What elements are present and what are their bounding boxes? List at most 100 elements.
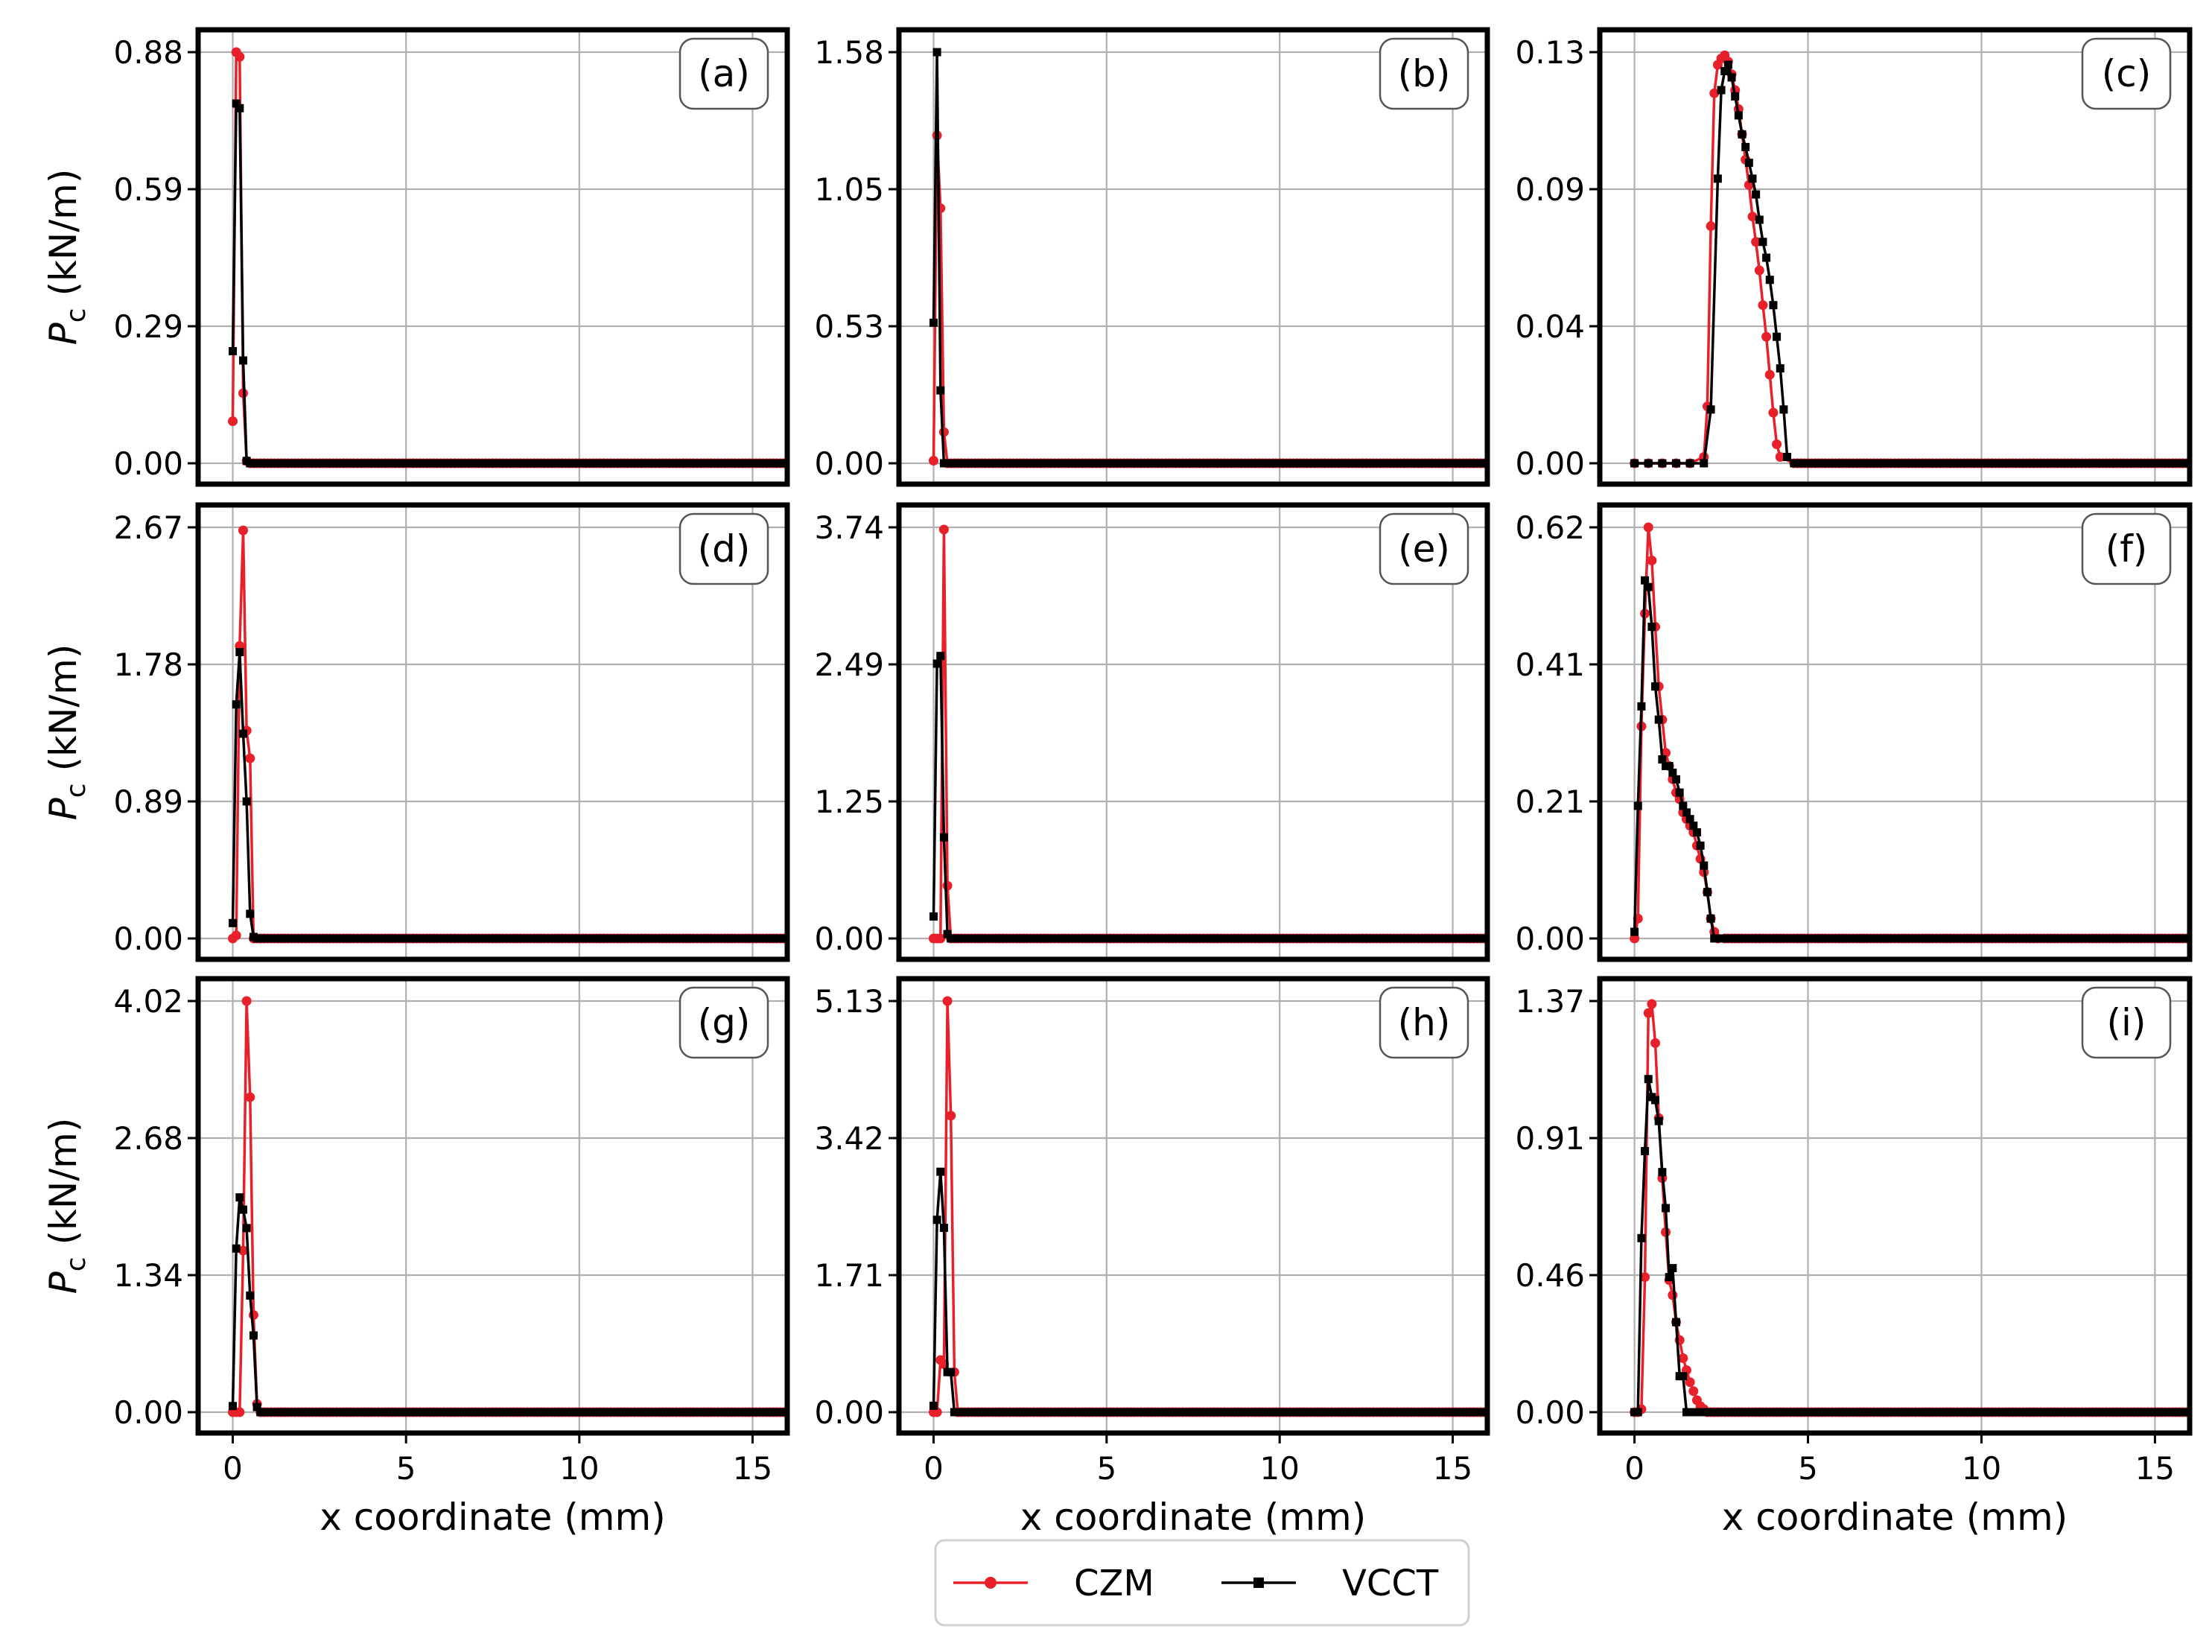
data-point-vcct [246, 1291, 255, 1300]
data-point-vcct [1630, 459, 1639, 468]
x-tick-label: 0 [1624, 1450, 1644, 1487]
data-point-vcct [252, 1402, 261, 1411]
data-point-czm [938, 524, 949, 535]
series-line-vcct [932, 1172, 1487, 1414]
series-line-czm [232, 530, 787, 940]
panel-c: 0.00 0.04 0.09 0.13 (c) [1515, 27, 2193, 487]
series-line-vcct [231, 1197, 787, 1414]
panel-b: 0.00 0.53 1.05 1.58 (b) [814, 27, 1490, 487]
data-point-czm [942, 880, 953, 891]
data-point-vcct [1685, 815, 1694, 824]
data-point-czm [928, 456, 938, 466]
data-point-vcct [1644, 459, 1653, 468]
y-axis-label: Pc (kN/m) [42, 169, 92, 346]
y-tick-label: 0.00 [113, 1394, 183, 1431]
data-point-vcct [1720, 66, 1729, 75]
series-vcct [929, 1167, 1487, 1417]
series-group [928, 524, 1487, 944]
series-group [1630, 999, 2190, 1417]
data-point-czm [1643, 1008, 1653, 1018]
panel-f: 0.00 0.21 0.41 0.62 (f) [1515, 502, 2193, 962]
data-point-vcct [1738, 130, 1747, 139]
data-point-vcct [242, 1224, 251, 1233]
y-tick-label: 0.09 [1515, 171, 1585, 208]
data-point-czm [245, 753, 255, 763]
data-point-czm [1640, 1272, 1650, 1283]
data-point-vcct [232, 700, 241, 709]
data-point-vcct [936, 386, 945, 395]
data-point-vcct [1641, 576, 1650, 585]
data-point-vcct [1662, 1204, 1671, 1213]
series-vcct [929, 652, 1487, 943]
panel-i: 0.00 0.46 0.91 1.37 0 5 10 15 x coordinate (mm) (… [1515, 976, 2193, 1539]
data-point-vcct [1679, 801, 1688, 810]
data-point-czm [241, 996, 252, 1006]
panel-tag-box [678, 37, 769, 110]
data-point-vcct [1633, 1408, 1642, 1417]
data-point-vcct [1637, 702, 1646, 711]
panel-tag-box [2081, 37, 2172, 110]
y-tick-label: 4.02 [113, 983, 183, 1020]
series-line-czm [932, 135, 1487, 465]
data-point-vcct [1713, 174, 1722, 183]
panel-tag: (a) [698, 52, 750, 95]
data-point-czm [235, 1407, 245, 1417]
y-tick-label: 0.00 [113, 445, 183, 482]
panel-tag-box [2081, 512, 2172, 585]
data-point-vcct [1633, 801, 1642, 810]
data-point-vcct [929, 912, 938, 921]
data-point-vcct [1696, 841, 1705, 850]
legend-marker [985, 1577, 997, 1589]
data-point-czm [946, 1111, 956, 1121]
data-point-czm [1688, 1386, 1699, 1397]
data-point-vcct [1654, 715, 1663, 724]
legend-item-czm: CZM [953, 1563, 1154, 1604]
data-point-vcct [929, 318, 938, 327]
y-tick-label: 0.21 [1515, 784, 1585, 820]
data-point-czm [1775, 452, 1785, 463]
data-point-czm [1647, 999, 1657, 1009]
data-point-vcct [232, 99, 241, 108]
data-point-vcct [235, 647, 244, 656]
series-line-czm [231, 48, 787, 465]
y-tick-label: 1.34 [113, 1257, 183, 1294]
data-point-vcct [1651, 682, 1660, 691]
x-tick-label: 5 [396, 1450, 416, 1487]
legend-label: CZM [1074, 1563, 1154, 1604]
panel-tag-box [1379, 986, 1469, 1059]
data-point-vcct [1651, 1096, 1660, 1105]
data-point-vcct [1723, 60, 1732, 69]
data-point-vcct [1731, 92, 1740, 101]
data-point-vcct [1783, 453, 1792, 462]
x-tick-label: 10 [559, 1450, 599, 1487]
panel-tag-box [1379, 512, 1469, 585]
series-czm [228, 525, 787, 944]
data-point-vcct [939, 833, 948, 842]
panel-tag: (e) [1398, 527, 1450, 571]
y-tick-label: 2.67 [113, 509, 183, 546]
series-line-czm [1634, 1003, 2190, 1414]
panel-h: 0.00 1.71 3.42 5.13 0 5 10 15 x coordinate (mm) (… [814, 976, 1490, 1539]
data-point-vcct [1630, 927, 1639, 936]
data-point-vcct [1700, 861, 1709, 870]
series-vcct [229, 647, 787, 943]
y-tick-label: 0.00 [814, 921, 884, 957]
legend-label: VCCT [1342, 1563, 1439, 1604]
panel-frame [195, 502, 790, 962]
x-axis-label: x coordinate (mm) [320, 1496, 665, 1539]
x-tick-label: 10 [1962, 1450, 2001, 1487]
data-point-czm [1709, 88, 1720, 98]
y-tick-label: 0.13 [1515, 34, 1585, 71]
y-tick-label: 0.00 [1515, 445, 1585, 482]
data-point-czm [1647, 556, 1657, 566]
y-tick-label: 0.41 [1515, 646, 1585, 683]
panel-grid: 0.00 0.29 0.59 0.88 Pc (kN/m) (a) 0.00 0.53 1.05… [42, 27, 2193, 1539]
data-point-vcct [1658, 459, 1667, 468]
y-tick-label: 1.05 [814, 171, 884, 208]
series-vcct [1630, 60, 2190, 468]
x-tick-label: 15 [733, 1450, 772, 1487]
series-line-vcct [932, 655, 1487, 940]
data-point-czm [1650, 1038, 1661, 1048]
data-point-vcct [936, 1167, 945, 1176]
